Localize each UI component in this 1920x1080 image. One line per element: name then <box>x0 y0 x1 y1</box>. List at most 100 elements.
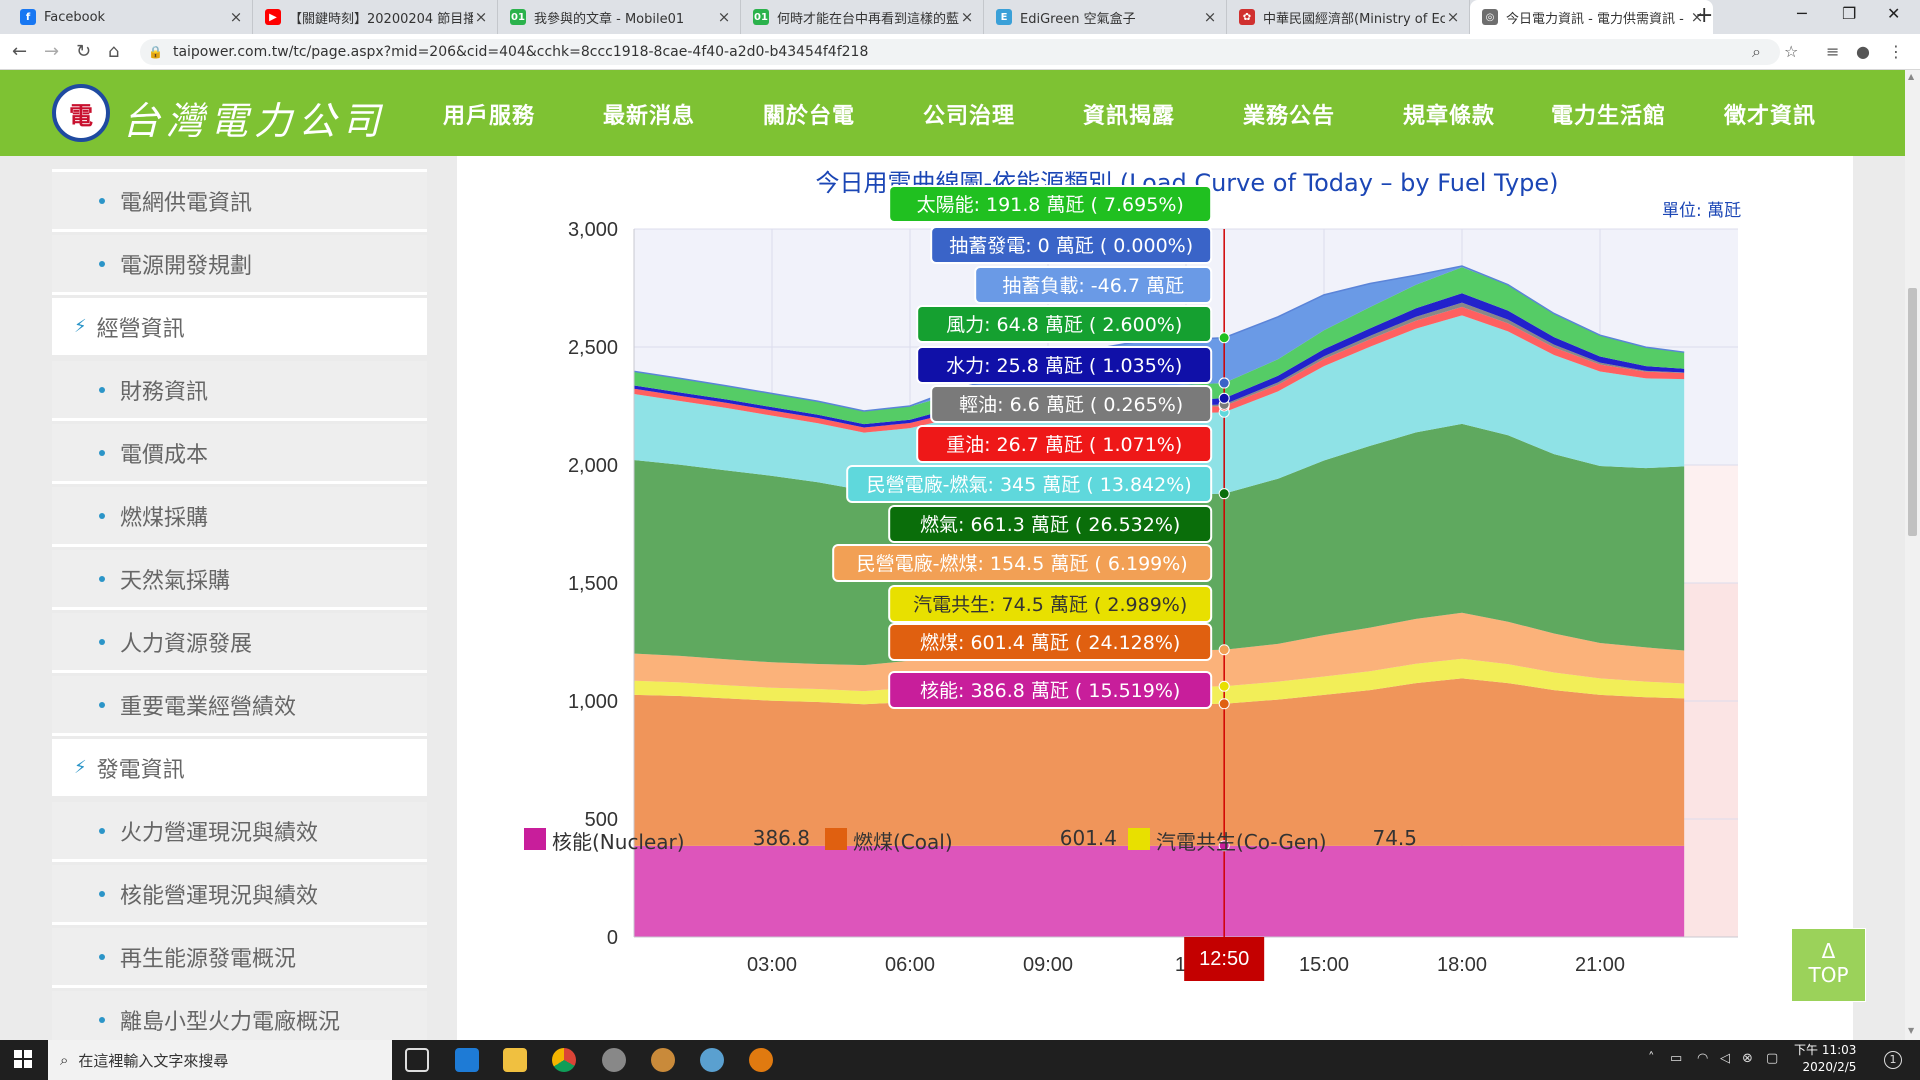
taskbar-search-box[interactable]: ⌕ 在這裡輸入文字來搜尋 <box>48 1040 392 1080</box>
sidebar-item-label: 電網供電資訊 <box>120 190 253 216</box>
reading-list-icon[interactable]: ≡ <box>1826 42 1840 61</box>
close-tab-icon[interactable]: × <box>717 8 731 26</box>
action-center-icon[interactable]: 1 <box>1884 1051 1902 1069</box>
volume-icon[interactable]: ◁ <box>1720 1051 1730 1066</box>
zoom-icon[interactable]: ⌕ <box>1752 42 1761 61</box>
sidebar-item[interactable]: 天然氣採購 <box>52 550 427 610</box>
notification-square-icon[interactable]: ▢ <box>1766 1051 1779 1066</box>
browser-tab[interactable]: f Facebook × <box>8 0 253 34</box>
profile-avatar[interactable]: ● <box>1856 42 1870 61</box>
sidebar-section-heading[interactable]: ⚡ 發電資訊 <box>52 739 427 799</box>
bullet-icon <box>99 827 105 834</box>
close-tab-icon[interactable]: × <box>229 8 243 26</box>
browser-tab[interactable]: ▶ 【關鍵時刻】20200204 節目播出 × <box>253 0 498 34</box>
task-view-icon[interactable] <box>405 1048 429 1072</box>
menu-kebab-icon[interactable]: ⋮ <box>1888 42 1904 61</box>
bullet-icon <box>99 386 105 393</box>
area-series-0[interactable] <box>634 845 1685 937</box>
close-window-icon[interactable]: ✕ <box>1887 4 1901 23</box>
browser-tab[interactable]: 01 我參與的文章 - Mobile01 × <box>498 0 741 34</box>
new-tab-button[interactable]: + <box>1695 3 1714 28</box>
favicon-icon: 01 <box>510 9 526 25</box>
favicon-icon: 01 <box>753 9 769 25</box>
nav-item[interactable]: 最新消息 <box>603 104 696 129</box>
taskbar-clock[interactable]: 下午 11:03 2020/2/5 <box>1794 1042 1856 1076</box>
app-icon-3[interactable] <box>700 1048 724 1072</box>
chrome-icon[interactable] <box>552 1048 576 1072</box>
back-icon[interactable]: ← <box>12 41 28 62</box>
tooltip-box <box>974 266 1213 304</box>
app-icon-2[interactable] <box>651 1048 675 1072</box>
tooltip-box <box>888 185 1213 223</box>
back-to-top-button[interactable]: Δ TOP <box>1791 928 1866 1002</box>
language-icon[interactable]: ⊗ <box>1742 1051 1753 1066</box>
sidebar-section-heading[interactable]: ⚡ 經營資訊 <box>52 298 427 358</box>
bullet-icon <box>99 197 105 204</box>
tray-chevron-icon[interactable]: ˄ <box>1648 1051 1655 1066</box>
battery-icon[interactable]: ▭ <box>1670 1051 1683 1066</box>
tooltip-box <box>930 385 1213 423</box>
cursor-point <box>1218 332 1230 344</box>
close-tab-icon[interactable]: × <box>474 8 488 26</box>
tooltip-box <box>930 226 1213 264</box>
sidebar-item-label: 再生能源發電概況 <box>120 946 297 972</box>
y-tick-label: 0 <box>607 927 618 949</box>
bullet-icon <box>99 575 105 582</box>
legend-name[interactable]: 汽電共生(Co-Gen) <box>1156 830 1327 854</box>
scroll-down-icon[interactable]: ▼ <box>1908 1026 1915 1035</box>
close-tab-icon[interactable]: × <box>1203 8 1217 26</box>
url-bar[interactable]: 🔒 taipower.com.tw/tc/page.aspx?mid=206&c… <box>140 39 1780 65</box>
close-tab-icon[interactable]: × <box>960 8 974 26</box>
series-tooltip: 核能: 386.8 萬瓩 ( 15.519%) <box>888 671 1213 709</box>
nav-item[interactable]: 資訊揭露 <box>1083 104 1176 129</box>
sidebar-item[interactable]: 電價成本 <box>52 424 427 484</box>
nav-item[interactable]: 公司治理 <box>923 104 1016 129</box>
close-tab-icon[interactable]: × <box>1690 8 1704 26</box>
blender-icon[interactable] <box>749 1048 773 1072</box>
nav-item[interactable]: 業務公告 <box>1243 104 1336 129</box>
nav-item[interactable]: 電力生活館 <box>1551 104 1667 129</box>
area-series-1[interactable] <box>634 678 1685 846</box>
maximize-icon[interactable]: ❐ <box>1842 4 1857 23</box>
browser-tab[interactable]: ◎ 今日電力資訊 - 電力供需資訊 - 台 × <box>1470 0 1713 34</box>
app-icon-1[interactable] <box>602 1048 626 1072</box>
area-series-5[interactable] <box>634 315 1685 496</box>
sidebar-item[interactable]: 人力資源發展 <box>52 613 427 673</box>
nav-item[interactable]: 徵才資訊 <box>1724 104 1817 129</box>
forward-icon[interactable]: → <box>44 41 60 62</box>
sidebar-item[interactable]: 財務資訊 <box>52 361 427 421</box>
file-explorer-icon[interactable] <box>503 1048 527 1072</box>
close-tab-icon[interactable]: × <box>1446 8 1460 26</box>
browser-tab[interactable]: E EdiGreen 空氣盒子 × <box>984 0 1227 34</box>
scrollbar-thumb[interactable] <box>1908 288 1917 536</box>
sidebar-item[interactable]: 電網供電資訊 <box>52 172 427 232</box>
load-curve-chart[interactable]: 0 500 1,000 1,500 2,000 2,500 3,000 03:00 06:00 0… <box>457 156 1853 1040</box>
nav-item[interactable]: 規章條款 <box>1403 104 1496 129</box>
nav-item[interactable]: 用戶服務 <box>443 104 536 129</box>
tab-title: 我參與的文章 - Mobile01 <box>534 11 685 27</box>
sidebar-item[interactable]: 火力營運現況與績效 <box>52 802 427 862</box>
legend-name[interactable]: 燃煤(Coal) <box>853 830 953 854</box>
sidebar-item[interactable]: 離島小型火力電廠概況 <box>52 991 427 1040</box>
edge-icon[interactable] <box>455 1048 479 1072</box>
tooltip-box <box>832 544 1213 582</box>
bookmark-star-icon[interactable]: ☆ <box>1784 42 1799 61</box>
logo-text[interactable]: 台灣電力公司 <box>122 99 387 143</box>
wifi-icon[interactable]: ◠ <box>1697 1051 1709 1066</box>
home-icon[interactable]: ⌂ <box>108 41 120 62</box>
browser-tab[interactable]: ✿ 中華民國經濟部(Ministry of Econ × <box>1227 0 1470 34</box>
legend-name[interactable]: 核能(Nuclear) <box>552 830 685 854</box>
taipower-logo[interactable]: 電 <box>52 84 110 142</box>
sidebar-item[interactable]: 電源開發規劃 <box>52 235 427 295</box>
page-scrollbar[interactable]: ▲ ▼ <box>1905 70 1920 1040</box>
sidebar-item[interactable]: 燃煤採購 <box>52 487 427 547</box>
sidebar-item[interactable]: 核能營運現況與績效 <box>52 865 427 925</box>
sidebar-item[interactable]: 再生能源發電概況 <box>52 928 427 988</box>
minimize-icon[interactable]: ─ <box>1797 4 1807 23</box>
sidebar-item[interactable]: 重要電業經營績效 <box>52 676 427 736</box>
windows-start-icon[interactable] <box>14 1050 32 1068</box>
scroll-up-icon[interactable]: ▲ <box>1908 72 1915 81</box>
browser-tab[interactable]: 01 何時才能在台中再看到這樣的藍天 × <box>741 0 984 34</box>
nav-item[interactable]: 關於台電 <box>763 104 856 129</box>
reload-icon[interactable]: ↻ <box>76 41 92 62</box>
